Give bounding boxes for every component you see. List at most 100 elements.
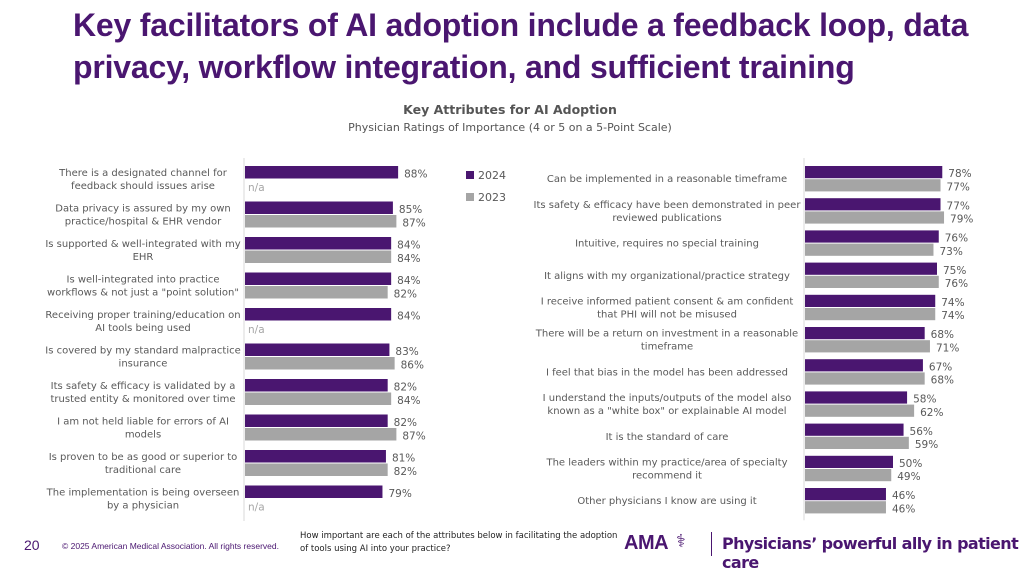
value-label-2023: 71%: [936, 342, 959, 354]
bar-2023: [805, 404, 915, 417]
legend-label-2023: 2023: [478, 191, 506, 204]
category-label: I receive informed patient consent & am …: [541, 297, 794, 321]
category-label: Is covered by my standard malpractice ins…: [45, 346, 241, 370]
bar-2023: [805, 340, 930, 353]
bar-2024: [245, 237, 392, 250]
chart-title: Key Attributes for AI Adoption: [403, 102, 617, 117]
bar-2024: [245, 414, 388, 427]
value-label-2024: 82%: [394, 382, 417, 394]
value-label-2023: 49%: [897, 471, 920, 483]
bar-2024: [805, 198, 941, 211]
value-label-2024: 79%: [388, 488, 411, 500]
category-label: Is supported & well-integrated with my EH…: [45, 239, 240, 263]
value-label-2024: 76%: [945, 233, 968, 245]
bar-2023: [245, 392, 392, 405]
bar-2023: [805, 469, 892, 482]
value-label-2023: 84%: [397, 253, 420, 265]
value-label-2024: 77%: [947, 200, 970, 212]
category-label: The leaders within my practice/area of s…: [545, 458, 787, 482]
value-label-2024: 81%: [392, 453, 415, 465]
bar-2023: [245, 286, 388, 299]
bar-2023: [805, 275, 939, 288]
left-bar-panel: There is a designated channel for feedbac…: [45, 158, 427, 521]
value-label-2023: 62%: [920, 407, 943, 419]
footer-divider: [711, 532, 712, 556]
value-label-2023: 73%: [939, 246, 962, 258]
bar-2024: [805, 327, 925, 340]
value-label-2024: 58%: [913, 394, 936, 406]
legend-swatch-2023: [466, 193, 474, 201]
bar-2024: [245, 166, 399, 179]
value-label-2024: 46%: [892, 490, 915, 502]
bar-2023: [805, 243, 934, 256]
value-label-2024: 84%: [397, 311, 420, 323]
bar-2024: [245, 485, 383, 498]
category-label: There will be a return on investment in …: [535, 329, 798, 353]
bar-2024: [245, 379, 388, 392]
value-label-2024: 68%: [931, 329, 954, 341]
bar-2023: [245, 215, 397, 228]
bar-2024: [245, 308, 392, 321]
na-label-2023: n/a: [248, 182, 265, 194]
right-bar-panel: Can be implemented in a reasonable timef…: [534, 158, 973, 521]
value-label-2023: 84%: [397, 395, 420, 407]
bar-2024: [805, 423, 904, 436]
bar-2024: [805, 230, 939, 243]
bar-2024: [245, 450, 386, 463]
na-label-2023: n/a: [248, 324, 265, 336]
value-label-2024: 67%: [929, 361, 952, 373]
value-label-2023: 46%: [892, 503, 915, 515]
category-label: Intuitive, requires no special training: [575, 239, 759, 250]
bar-2023: [245, 463, 388, 476]
bar-2024: [805, 359, 923, 372]
slide-title: Key facilitators of AI adoption include …: [73, 7, 969, 85]
bar-2024: [245, 343, 390, 356]
ama-logo: AMA: [624, 532, 669, 554]
value-label-2024: 85%: [399, 204, 422, 216]
bar-2023: [805, 308, 936, 321]
category-label: It is the standard of care: [606, 432, 729, 443]
category-label: Can be implemented in a reasonable timef…: [547, 174, 787, 185]
bar-2024: [805, 294, 936, 307]
category-label: It aligns with my organizational/practic…: [544, 271, 790, 282]
bar-2024: [805, 391, 908, 404]
na-label-2023: n/a: [248, 502, 265, 514]
value-label-2024: 74%: [941, 297, 964, 309]
legend-label-2024: 2024: [478, 169, 506, 182]
copyright-notice: © 2025 American Medical Association. All…: [62, 541, 279, 551]
value-label-2023: 82%: [394, 289, 417, 301]
category-label: I feel that bias in the model has been a…: [546, 367, 788, 378]
value-label-2023: 87%: [402, 431, 425, 443]
value-label-2023: 74%: [941, 310, 964, 322]
value-label-2024: 75%: [943, 265, 966, 277]
category-label: The implementation is being overseen by a…: [46, 488, 240, 512]
bar-2024: [805, 166, 943, 179]
bar-2023: [245, 357, 395, 370]
bar-2023: [805, 372, 925, 385]
value-label-2023: 68%: [931, 375, 954, 387]
value-label-2023: 86%: [401, 360, 424, 372]
bar-2024: [245, 201, 393, 214]
value-label-2023: 77%: [947, 181, 970, 193]
category-label: Receiving proper training/education on AI…: [45, 310, 240, 334]
category-label: Data privacy is assured by my own practic…: [55, 204, 230, 228]
category-label: Its safety & efficacy have been demonstr…: [534, 200, 802, 224]
category-label: Other physicians I know are using it: [577, 496, 756, 507]
bar-2023: [805, 211, 945, 224]
bar-2024: [805, 488, 886, 501]
category-label: I understand the inputs/outputs of the m…: [543, 393, 792, 417]
value-label-2023: 87%: [402, 218, 425, 230]
bar-2024: [805, 455, 893, 468]
value-label-2024: 83%: [395, 346, 418, 358]
value-label-2023: 79%: [950, 214, 973, 226]
survey-question: How important are each of the attributes…: [300, 531, 618, 554]
value-label-2024: 88%: [404, 169, 427, 181]
page-number: 20: [24, 537, 40, 553]
category-label: Is well-integrated into practice workflow…: [47, 275, 239, 299]
bar-2024: [245, 272, 392, 285]
caduceus-icon: ⚕: [676, 531, 686, 551]
value-label-2024: 84%: [397, 275, 420, 287]
value-label-2024: 84%: [397, 240, 420, 252]
bar-2023: [805, 179, 941, 192]
